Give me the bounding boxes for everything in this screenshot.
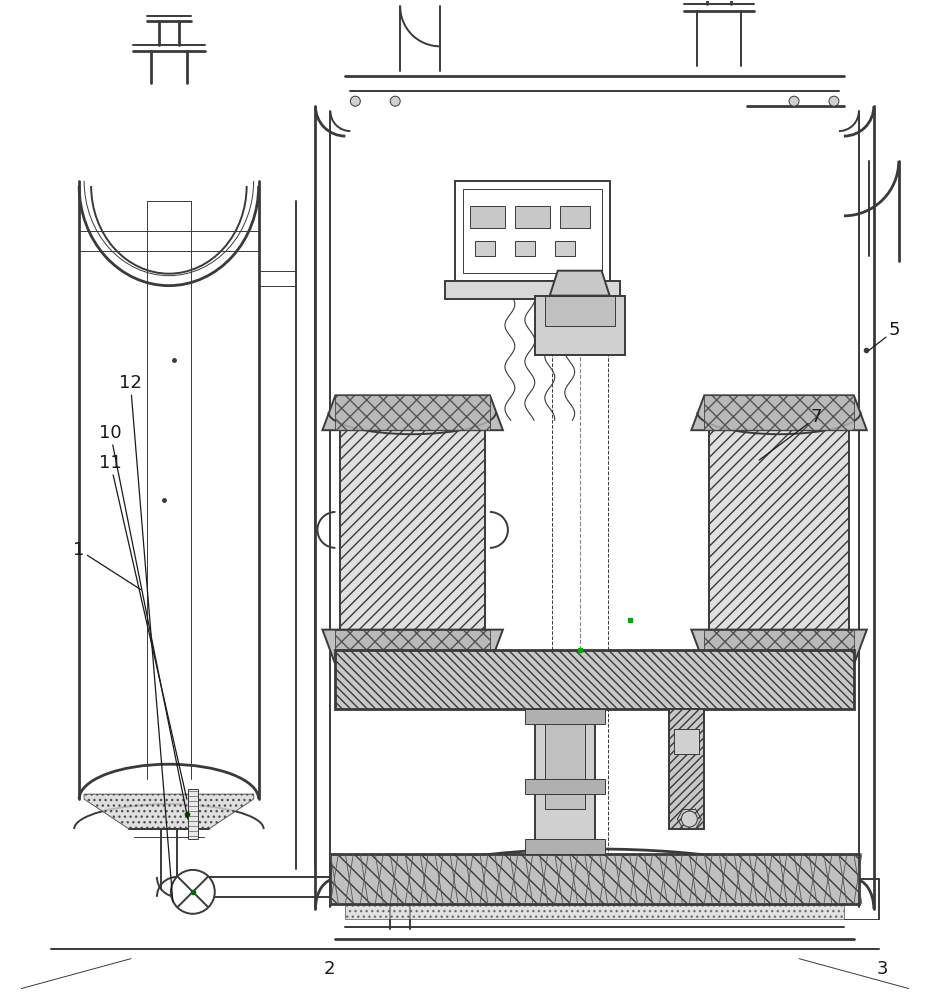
Polygon shape bbox=[691, 630, 867, 665]
Text: 11: 11 bbox=[99, 454, 187, 799]
Bar bbox=[705, 395, 853, 430]
Circle shape bbox=[829, 96, 839, 106]
Text: 2: 2 bbox=[323, 960, 335, 978]
Bar bbox=[335, 650, 853, 709]
Text: 7: 7 bbox=[759, 408, 822, 460]
Bar bbox=[455, 181, 609, 281]
Polygon shape bbox=[322, 630, 503, 665]
Bar bbox=[535, 709, 594, 849]
Bar bbox=[331, 854, 859, 904]
Text: 12: 12 bbox=[119, 374, 173, 902]
Circle shape bbox=[390, 96, 400, 106]
Bar bbox=[470, 206, 505, 228]
Text: 5: 5 bbox=[869, 321, 901, 350]
Circle shape bbox=[171, 870, 215, 914]
Bar bbox=[340, 430, 485, 630]
Bar bbox=[346, 889, 844, 919]
Text: 1: 1 bbox=[73, 541, 141, 590]
Bar bbox=[670, 709, 705, 829]
Bar bbox=[709, 430, 849, 630]
Bar bbox=[515, 206, 550, 228]
Circle shape bbox=[350, 96, 361, 106]
Bar bbox=[544, 709, 585, 809]
Polygon shape bbox=[322, 395, 503, 430]
Bar bbox=[463, 189, 602, 273]
Polygon shape bbox=[691, 395, 867, 430]
Bar bbox=[335, 630, 490, 665]
Bar bbox=[560, 206, 590, 228]
Circle shape bbox=[681, 811, 697, 827]
Bar bbox=[335, 395, 490, 430]
Bar bbox=[544, 296, 614, 326]
Text: 10: 10 bbox=[99, 424, 187, 819]
Bar bbox=[555, 241, 575, 256]
Bar bbox=[187, 789, 198, 839]
Bar bbox=[525, 779, 605, 794]
Circle shape bbox=[789, 96, 799, 106]
Bar bbox=[535, 296, 625, 355]
Text: 3: 3 bbox=[877, 960, 888, 978]
Bar bbox=[475, 241, 495, 256]
Bar bbox=[674, 729, 699, 754]
Bar bbox=[445, 281, 620, 299]
Bar bbox=[525, 839, 605, 854]
Bar bbox=[525, 709, 605, 724]
Bar bbox=[705, 630, 853, 665]
Polygon shape bbox=[550, 271, 609, 296]
Bar bbox=[515, 241, 535, 256]
Polygon shape bbox=[84, 794, 253, 829]
